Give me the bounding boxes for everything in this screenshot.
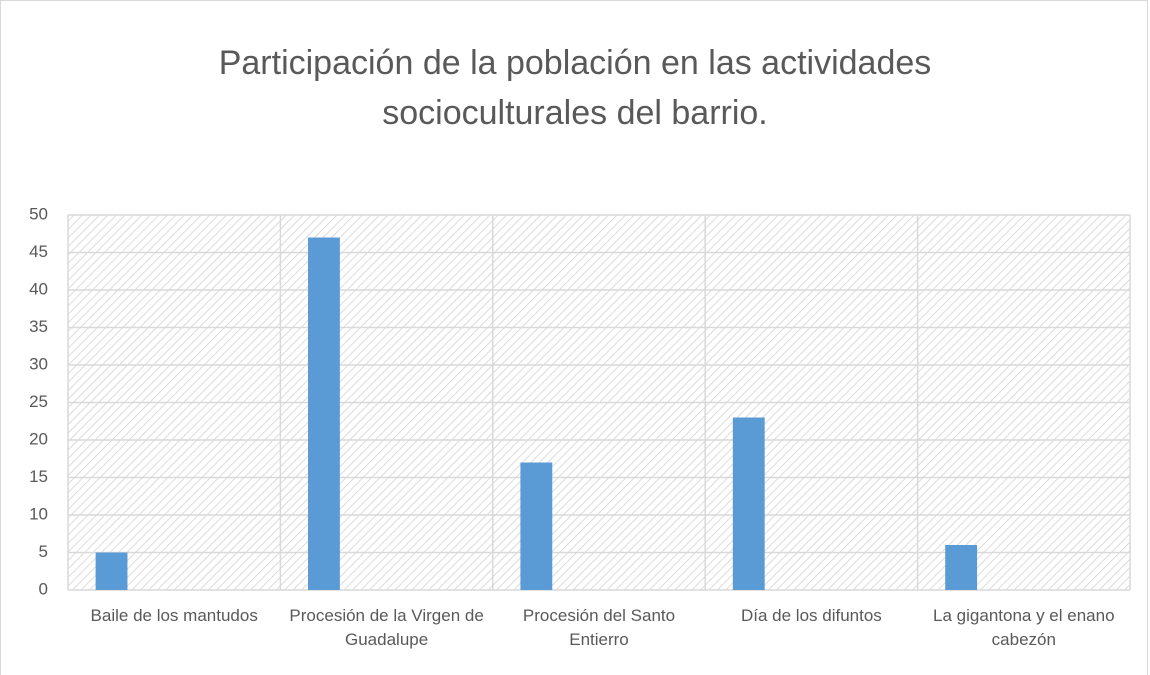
y-tick-label: 30 bbox=[29, 354, 48, 373]
y-tick-label: 45 bbox=[29, 242, 48, 261]
x-tick-label: Procesión de la Virgen de Guadalupe bbox=[289, 606, 484, 649]
y-tick-label: 5 bbox=[39, 542, 48, 561]
y-tick-label: 50 bbox=[29, 204, 48, 223]
bar bbox=[95, 552, 128, 590]
y-tick-label: 20 bbox=[29, 429, 48, 448]
y-tick-label: 0 bbox=[39, 579, 48, 598]
x-tick-label: Baile de los mantudos bbox=[90, 606, 258, 625]
y-tick-label: 15 bbox=[29, 467, 48, 486]
x-tick-label: Día de los difuntos bbox=[740, 606, 882, 625]
y-tick-label: 40 bbox=[29, 279, 48, 298]
x-tick-label: Procesión del Santo Entierro bbox=[522, 606, 676, 649]
bar bbox=[732, 417, 765, 590]
bar bbox=[520, 462, 553, 590]
bar bbox=[308, 237, 340, 590]
y-tick-label: 10 bbox=[29, 504, 48, 523]
y-tick-label: 25 bbox=[29, 392, 48, 411]
y-tick-label: 35 bbox=[29, 317, 48, 336]
chart-title: Participación de la población en las act… bbox=[218, 44, 932, 132]
bar bbox=[945, 545, 978, 590]
x-tick-label: La gigantona y el enano cabezón bbox=[933, 606, 1115, 649]
